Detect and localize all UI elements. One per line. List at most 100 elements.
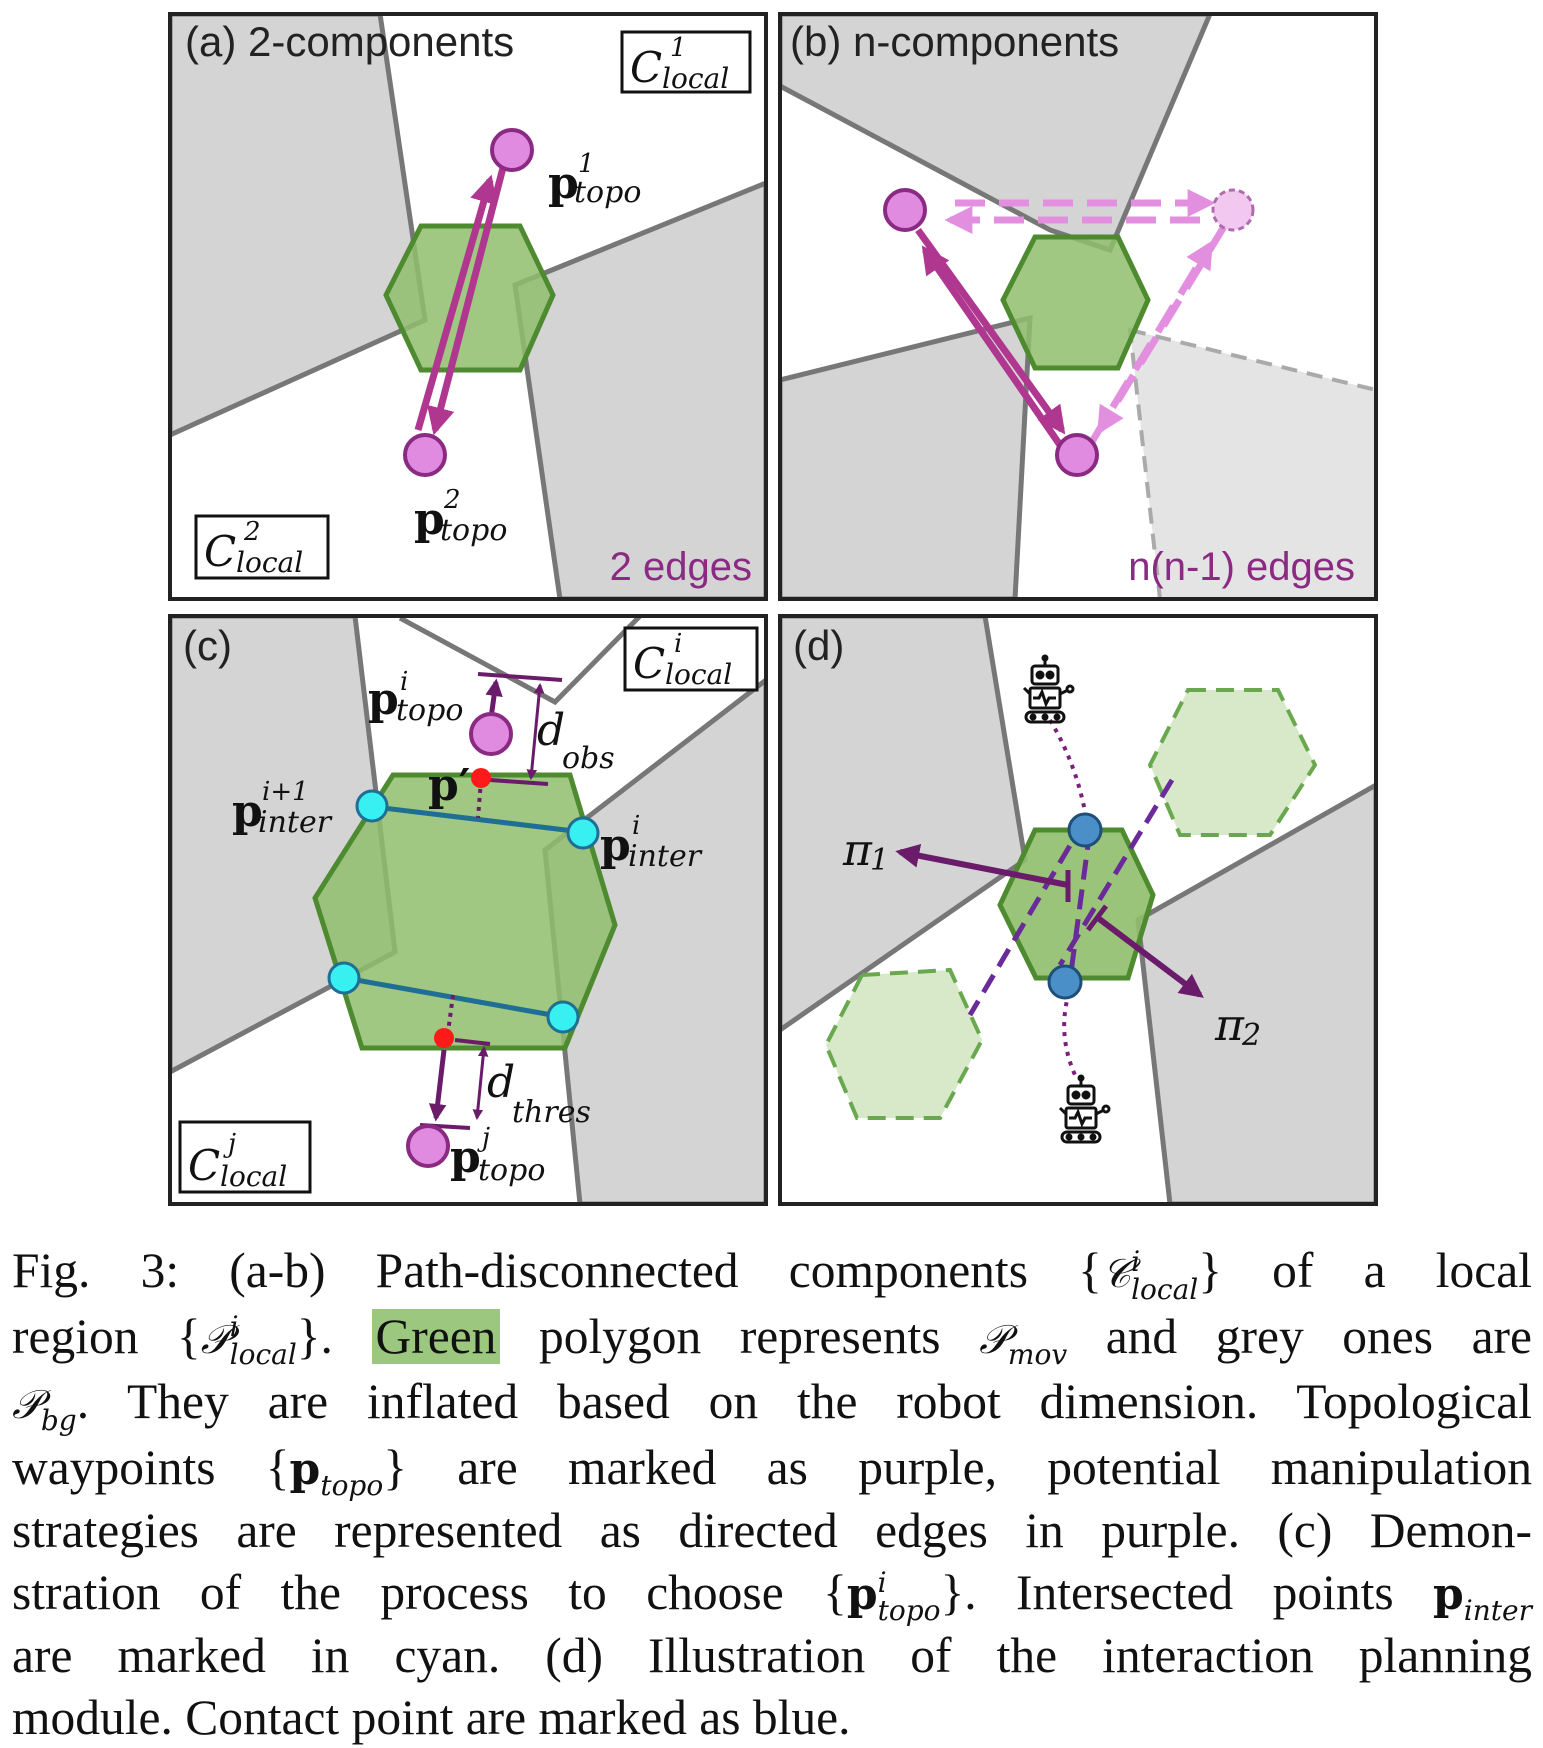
svg-text:d: d — [537, 705, 565, 756]
svg-text:p: p — [414, 494, 445, 545]
figure-caption: Fig. 3: (a-b) Path-disconnected componen… — [12, 1240, 1532, 1748]
contact-point — [1067, 812, 1103, 848]
waypoint-label: p 2 topo — [414, 485, 507, 548]
svg-text:C: C — [630, 43, 662, 92]
strategy-edge — [921, 245, 1063, 447]
strategy-edge — [1097, 223, 1228, 435]
caption-math: p i topo — [846, 1566, 941, 1628]
svg-text:1: 1 — [870, 843, 889, 878]
waypoint-label: p 1 topo — [548, 149, 641, 210]
waypoint — [403, 433, 447, 477]
intersection-line — [374, 804, 583, 835]
caption-line: region {𝒫 i local}. Green polygon represen… — [12, 1308, 1532, 1372]
waypoint-label: p j topo — [450, 1123, 545, 1188]
contact-point — [1047, 964, 1083, 1000]
svg-text:thres: thres — [512, 1095, 591, 1130]
svg-text:C: C — [633, 639, 665, 688]
policy-label: π 1 — [842, 825, 889, 878]
green-polygon — [312, 772, 618, 1051]
panel-a: (a) 2-components 2 edges C 1 local C 2 l… — [168, 12, 768, 601]
strategy-edge — [414, 174, 498, 431]
caption-line: waypoints {p topo} are marked as purple,… — [12, 1439, 1533, 1503]
panel-d: (d) π 1 π 2 — [778, 614, 1378, 1206]
strategy-edge — [915, 227, 1066, 435]
distance-label: d thres — [487, 1057, 591, 1130]
svg-text:C: C — [188, 1141, 220, 1190]
svg-text:topo: topo — [478, 1153, 545, 1188]
svg-text:p: p — [450, 1132, 481, 1183]
caption-line: are marked in cyan. (d) Illustration of … — [12, 1628, 1532, 1684]
grey-polygon — [512, 180, 766, 599]
svg-text:2: 2 — [443, 485, 461, 515]
figure: (a) 2-components 2 edges C 1 local C 2 l… — [168, 12, 1378, 1206]
svg-text:local: local — [662, 62, 729, 95]
svg-text:inter: inter — [628, 839, 703, 874]
panel-c: (c) C i local C j local p i topo p j top… — [168, 614, 768, 1206]
caption-math: p topo — [289, 1443, 384, 1503]
distance-label: d obs — [537, 705, 615, 776]
svg-text:local: local — [665, 658, 732, 691]
waypoint — [406, 1124, 450, 1168]
waypoint — [1211, 188, 1255, 232]
svg-text:2: 2 — [1241, 1018, 1261, 1053]
svg-text:1: 1 — [578, 149, 595, 179]
svg-text:local: local — [236, 546, 303, 579]
svg-text:π: π — [1214, 1000, 1245, 1051]
svg-text:inter: inter — [258, 805, 333, 840]
component-label-box: C 2 local — [194, 514, 330, 580]
waypoint — [490, 128, 534, 172]
caption-math: 𝒫 bg — [12, 1382, 77, 1437]
projected-point-label: p′ — [428, 760, 470, 811]
grey-polygon — [1127, 327, 1376, 599]
goal-polygon — [1147, 688, 1318, 837]
caption-math: 𝒫 mov — [979, 1316, 1068, 1372]
panel-b: (b) n-components n(n-1) edges — [778, 12, 1378, 601]
caption-math: p inter — [1433, 1568, 1532, 1628]
caption-line: stration of the process to choose {p i top… — [12, 1564, 1532, 1628]
svg-text:i: i — [674, 629, 682, 659]
caption-highlight: Green — [371, 1308, 501, 1364]
intersection-point — [546, 1000, 580, 1034]
waypoint-label: p i topo — [368, 667, 463, 728]
grey-polygon — [780, 314, 1033, 599]
green-polygon — [997, 827, 1156, 981]
svg-text:i+1: i+1 — [262, 777, 309, 807]
svg-text:obs: obs — [562, 741, 615, 776]
caption-line: Fig. 3: (a-b) Path-disconnected componen… — [12, 1243, 1532, 1306]
waypoint — [469, 712, 513, 756]
svg-text:p: p — [600, 820, 631, 871]
grey-polygon — [1135, 782, 1376, 1204]
caption-line: module. Contact point are marked as blue… — [12, 1689, 851, 1745]
panel-a-title: (a) 2-components — [185, 18, 514, 65]
component-label-box: C 1 local — [620, 30, 752, 95]
panel-b-title: (b) n-components — [790, 18, 1119, 65]
svg-text:C: C — [204, 527, 236, 576]
svg-text:topo: topo — [574, 175, 641, 210]
svg-text:local: local — [220, 1160, 287, 1193]
waypoint — [883, 188, 927, 232]
svg-text:2: 2 — [243, 517, 261, 547]
projected-point — [434, 1028, 454, 1048]
svg-text:i: i — [400, 667, 408, 697]
intersection-point — [355, 789, 389, 823]
svg-text:i: i — [632, 811, 640, 841]
panel-b-edges-label: n(n-1) edges — [1128, 545, 1355, 589]
component-label-box: C j local — [178, 1120, 312, 1194]
intersection-label: p i inter — [600, 811, 703, 874]
policy-label: π 2 — [1214, 1000, 1261, 1053]
projected-point — [471, 768, 491, 788]
svg-text:topo: topo — [440, 513, 507, 548]
intersection-label: p i+1 inter — [232, 777, 333, 840]
svg-text:d: d — [487, 1057, 515, 1108]
grey-polygon — [542, 676, 766, 1204]
svg-text:p: p — [548, 158, 579, 209]
svg-text:p: p — [368, 674, 399, 725]
intersection-point — [327, 961, 361, 995]
panel-d-title: (d) — [793, 622, 844, 669]
caption-line: 𝒫 bg. They are inflated based on the rob… — [12, 1374, 1532, 1437]
intersection-point — [566, 816, 600, 850]
svg-text:topo: topo — [396, 693, 463, 728]
svg-text:p: p — [232, 786, 263, 837]
